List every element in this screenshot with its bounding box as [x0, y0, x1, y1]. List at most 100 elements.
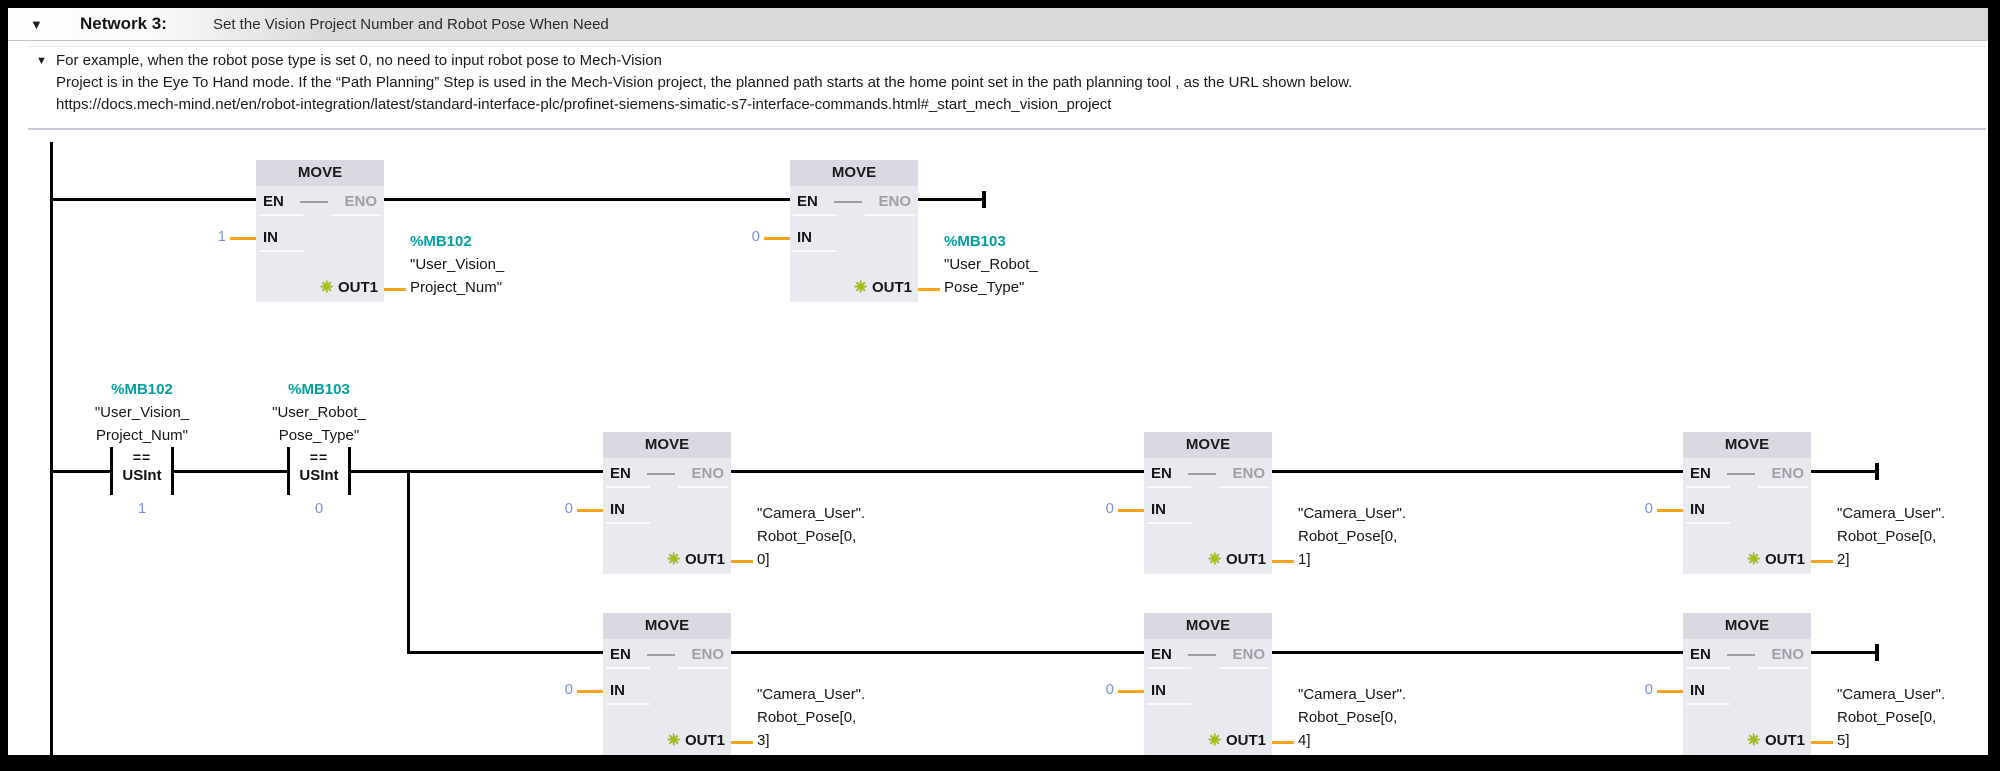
- network-number-label: Network 3:: [80, 14, 167, 33]
- in-constant-value[interactable]: 0: [1105, 500, 1114, 517]
- out-operand[interactable]: "Camera_User". Robot_Pose[0, 2]: [1837, 502, 1945, 571]
- out-operand[interactable]: %MB103 "User_Robot_ Pose_Type": [944, 230, 1038, 299]
- in-constant-value[interactable]: 1: [217, 228, 226, 245]
- out1-pin-label: OUT1: [1225, 732, 1266, 749]
- out-operand[interactable]: "Camera_User". Robot_Pose[0, 0]: [757, 502, 865, 571]
- en-pin-label: EN: [1690, 465, 1711, 482]
- wire-terminator: [1875, 463, 1879, 480]
- out-operand[interactable]: "Camera_User". Robot_Pose[0, 1]: [1298, 502, 1406, 571]
- pin-underline: [1758, 486, 1808, 488]
- in-pin-label: IN: [1690, 501, 1705, 518]
- en-pin-label: EN: [610, 465, 631, 482]
- in-wire-stub: [577, 690, 603, 693]
- wire-terminator: [1875, 644, 1879, 661]
- operand-name: 2]: [1837, 551, 1850, 568]
- in-constant-value[interactable]: 0: [751, 228, 760, 245]
- en-pin-label: EN: [263, 193, 284, 210]
- move-block[interactable]: MOVE EN ENO IN ✳ OUT1: [603, 613, 731, 755]
- eno-pin-label: ENO: [1771, 465, 1804, 482]
- operand-name: "Camera_User".: [1298, 686, 1407, 703]
- operand-name: 3]: [757, 732, 770, 749]
- out-operand[interactable]: "Camera_User". Robot_Pose[0, 5]: [1837, 683, 1945, 752]
- out-operand[interactable]: "Camera_User". Robot_Pose[0, 4]: [1298, 683, 1406, 752]
- move-block[interactable]: MOVE EN ENO IN ✳ OUT1: [1144, 613, 1272, 755]
- operand-name: Project_Num": [410, 279, 503, 296]
- compare-operator[interactable]: ==: [309, 449, 329, 465]
- in-constant-value[interactable]: 0: [564, 500, 573, 517]
- operand-name: "User_Vision_: [94, 404, 190, 421]
- contact-bar[interactable]: [171, 447, 174, 495]
- out-operand[interactable]: %MB102 "User_Vision_ Project_Num": [410, 230, 504, 299]
- out1-pin-label: OUT1: [1225, 551, 1266, 568]
- contact-bar[interactable]: [287, 447, 290, 495]
- out-star-icon: ✳: [667, 732, 680, 749]
- pin-underline: [793, 214, 837, 216]
- operand-address: %MB102: [410, 233, 472, 250]
- contact-bar[interactable]: [348, 447, 351, 495]
- out-star-icon: ✳: [1208, 732, 1221, 749]
- network-header-bar[interactable]: ▼ Network 3: Set the Vision Project Numb…: [8, 8, 1988, 41]
- pin-underline: [606, 486, 650, 488]
- network-title-text[interactable]: Set the Vision Project Number and Robot …: [213, 16, 609, 33]
- en-eno-connector: [647, 654, 675, 656]
- move-block[interactable]: MOVE EN ENO IN ✳ OUT1: [790, 160, 918, 302]
- out-star-icon: ✳: [320, 279, 333, 296]
- move-block[interactable]: MOVE EN ENO IN ✳ OUT1: [1683, 613, 1811, 755]
- operand-name: "Camera_User".: [1837, 686, 1946, 703]
- move-block-title: MOVE: [1144, 432, 1272, 458]
- contact-operand[interactable]: %MB102 "User_Vision_ Project_Num": [62, 378, 222, 447]
- network-comment-box[interactable]: ▼ For example, when the robot pose type …: [28, 46, 1986, 130]
- in-wire-stub: [577, 509, 603, 512]
- wire: [731, 470, 1144, 473]
- move-block[interactable]: MOVE EN ENO IN ✳ OUT1: [1683, 432, 1811, 574]
- move-block[interactable]: MOVE EN ENO IN ✳ OUT1: [1144, 432, 1272, 574]
- move-block-title: MOVE: [1144, 613, 1272, 639]
- pin-underline: [1686, 486, 1730, 488]
- move-block[interactable]: MOVE EN ENO IN ✳ OUT1: [256, 160, 384, 302]
- comment-collapse-icon[interactable]: ▼: [36, 55, 47, 67]
- wire: [918, 198, 984, 201]
- out1-pin-label: OUT1: [1764, 551, 1805, 568]
- in-constant-value[interactable]: 0: [1105, 681, 1114, 698]
- operand-name: 0]: [757, 551, 770, 568]
- in-constant-value[interactable]: 0: [1644, 500, 1653, 517]
- power-rail: [50, 142, 53, 755]
- operand-name: "Camera_User".: [757, 505, 866, 522]
- out1-pin-label: OUT1: [684, 551, 725, 568]
- out1-pin-label: OUT1: [1764, 732, 1805, 749]
- eno-pin-label: ENO: [1771, 646, 1804, 663]
- compare-constant-value[interactable]: 0: [314, 500, 324, 517]
- compare-constant-value[interactable]: 1: [137, 500, 147, 517]
- operand-name: "Camera_User".: [1837, 505, 1946, 522]
- en-pin-label: EN: [1151, 465, 1172, 482]
- compare-data-type[interactable]: USInt: [113, 467, 171, 484]
- wire: [1811, 651, 1877, 654]
- contact-operand[interactable]: %MB103 "User_Robot_ Pose_Type": [239, 378, 399, 447]
- compare-data-type[interactable]: USInt: [290, 467, 348, 484]
- move-block[interactable]: MOVE EN ENO IN ✳ OUT1: [603, 432, 731, 574]
- move-block-title: MOVE: [1683, 432, 1811, 458]
- in-constant-value[interactable]: 0: [564, 681, 573, 698]
- in-pin-label: IN: [1690, 682, 1705, 699]
- contact-bar[interactable]: [110, 447, 113, 495]
- out-wire-stub: [918, 288, 940, 291]
- out1-pin-label: OUT1: [684, 732, 725, 749]
- operand-name: "User_Robot_: [944, 256, 1038, 273]
- out-wire-stub: [1272, 741, 1294, 744]
- operand-name: Robot_Pose[0,: [1837, 528, 1937, 545]
- operand-name: Robot_Pose[0,: [1837, 709, 1937, 726]
- out-wire-stub: [1811, 560, 1833, 563]
- out-star-icon: ✳: [1747, 732, 1760, 749]
- network-collapse-icon[interactable]: ▼: [30, 17, 43, 32]
- wire: [1272, 470, 1683, 473]
- wire: [384, 198, 790, 201]
- out-operand[interactable]: "Camera_User". Robot_Pose[0, 3]: [757, 683, 865, 752]
- in-constant-value[interactable]: 0: [1644, 681, 1653, 698]
- eno-pin-label: ENO: [1232, 465, 1265, 482]
- out-wire-stub: [1811, 741, 1833, 744]
- pin-underline: [1219, 486, 1269, 488]
- in-wire-stub: [1118, 690, 1144, 693]
- operand-name: Pose_Type": [944, 279, 1025, 296]
- compare-operator[interactable]: ==: [132, 449, 152, 465]
